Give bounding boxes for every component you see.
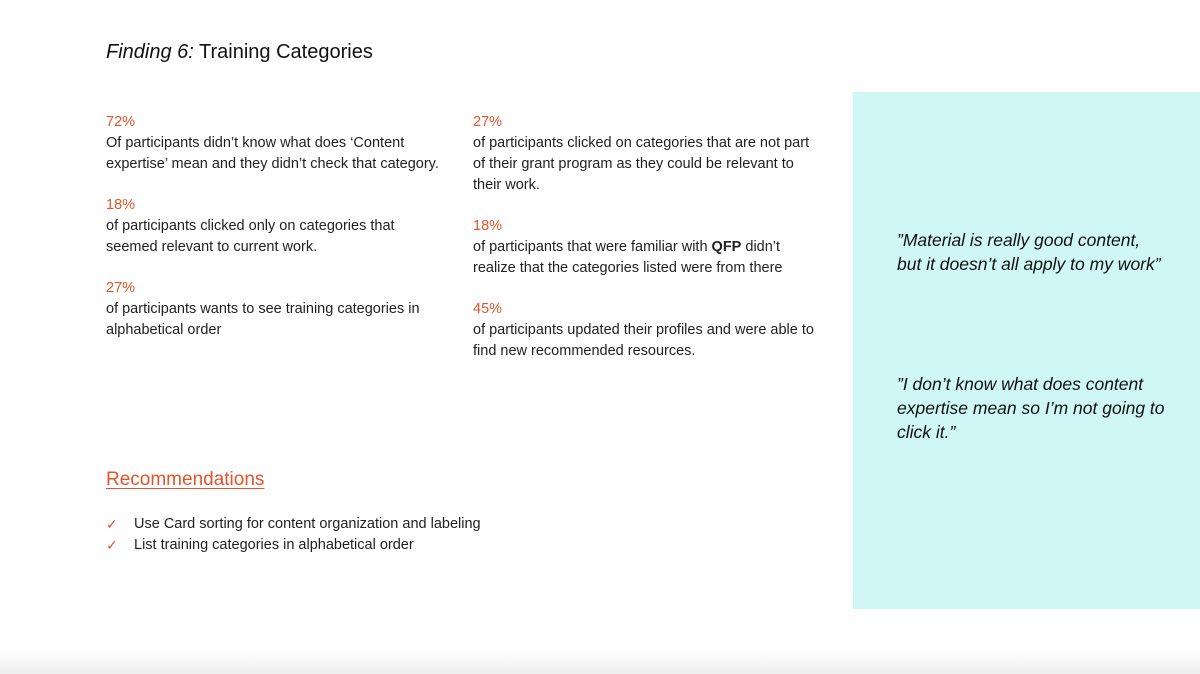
- stat-description: of participants updated their profiles a…: [473, 322, 814, 359]
- title-main: Training Categories: [193, 41, 373, 63]
- stat-description: of participants clicked on categories th…: [473, 135, 810, 193]
- checkmark-icon: ✓: [106, 516, 118, 532]
- stats-left-column: 72% Of participants didn’t know what doe…: [106, 112, 446, 361]
- stat-item: 72% Of participants didn’t know what doe…: [106, 112, 446, 175]
- quote-panel: ”Material is really good content, but it…: [853, 92, 1200, 609]
- stat-text-after: didn’t realize that the categories liste…: [473, 239, 783, 276]
- list-item: ✓ List training categories in alphabetic…: [106, 535, 481, 556]
- stat-description: of participants clicked only on categori…: [106, 218, 395, 255]
- participant-quote: ”Material is really good content, but it…: [897, 230, 1161, 274]
- stat-description: of participants wants to see training ca…: [106, 301, 420, 338]
- stats-right-column: 27% of participants clicked on categorie…: [473, 112, 823, 382]
- recommendation-text: List training categories in alphabetical…: [134, 537, 414, 553]
- stat-percentage: 27%: [473, 114, 503, 130]
- slide-bottom-edge: [0, 652, 1200, 674]
- stat-text-bold: QFP: [711, 239, 742, 255]
- checkmark-icon: ✓: [106, 537, 118, 553]
- list-item: ✓ Use Card sorting for content organizat…: [106, 514, 481, 535]
- stat-description: of participants that were familiar with …: [473, 237, 823, 279]
- stat-description: Of participants didn’t know what does ‘C…: [106, 135, 439, 172]
- stat-percentage: 27%: [106, 280, 136, 296]
- slide-title: Finding 6: Training Categories: [106, 40, 373, 64]
- title-prefix: Finding 6:: [106, 41, 194, 63]
- stat-item: 27% of participants wants to see trainin…: [106, 278, 446, 341]
- stat-percentage: 18%: [473, 218, 503, 234]
- stat-text-before: of participants that were familiar with: [473, 239, 712, 255]
- recommendations-heading: Recommendations: [106, 469, 265, 490]
- stat-item: 18% of participants that were familiar w…: [473, 216, 823, 279]
- recommendations-list: ✓ Use Card sorting for content organizat…: [106, 514, 481, 556]
- stat-percentage: 72%: [106, 114, 136, 130]
- stat-percentage: 18%: [106, 197, 136, 213]
- stat-item: 45% of participants updated their profil…: [473, 299, 823, 362]
- stat-percentage: 45%: [473, 301, 503, 317]
- recommendation-text: Use Card sorting for content organizatio…: [134, 516, 481, 532]
- participant-quote: ”I don’t know what does content expertis…: [897, 374, 1165, 442]
- stat-item: 27% of participants clicked on categorie…: [473, 112, 823, 196]
- stat-item: 18% of participants clicked only on cate…: [106, 195, 446, 258]
